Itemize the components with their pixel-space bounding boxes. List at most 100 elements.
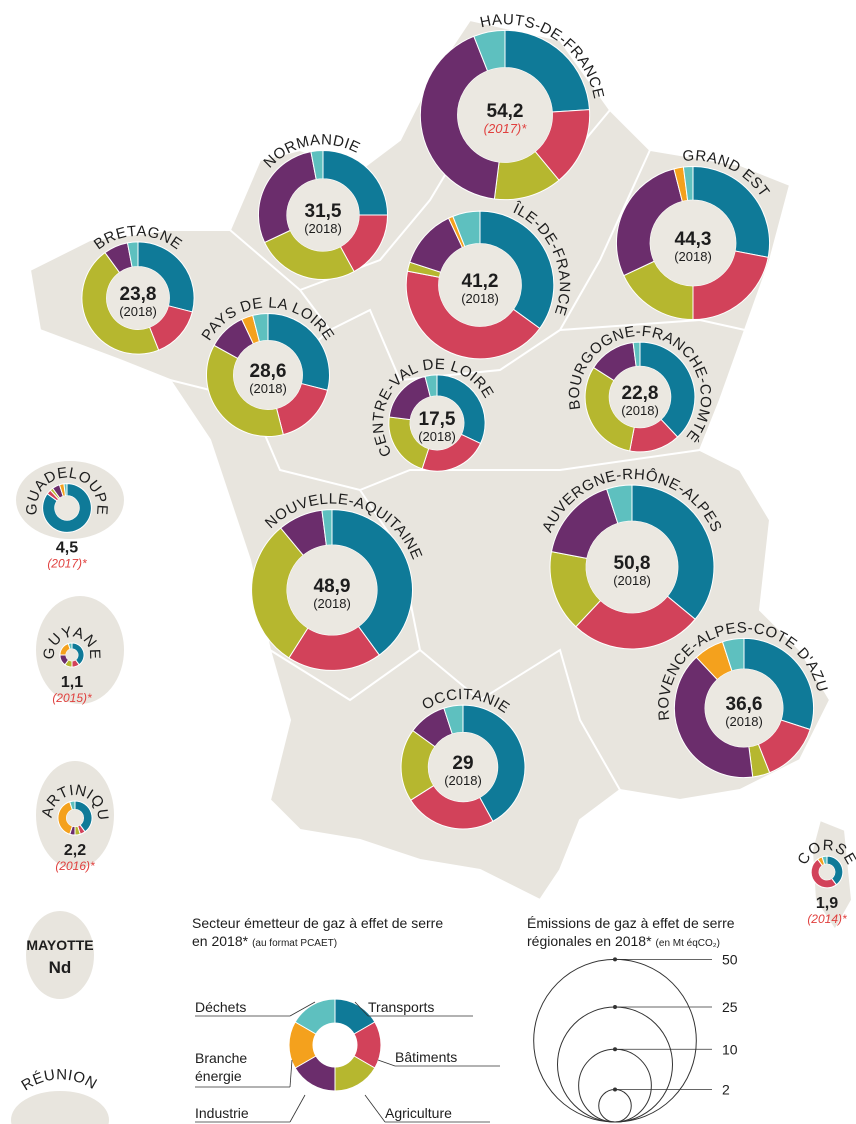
donut-hole (65, 648, 79, 662)
region-year: (2018) (313, 596, 351, 611)
size-label: 50 (722, 951, 738, 967)
legend-label: Industrie (195, 1105, 249, 1121)
leader-tip (364, 1094, 386, 1123)
donut-hole (705, 669, 783, 747)
region-value: 44,3 (675, 229, 712, 250)
legend-label: Transports (368, 999, 434, 1015)
leader-tip (354, 1001, 369, 1017)
leader-tip (377, 1059, 396, 1067)
region-value: 50,8 (614, 553, 651, 574)
legend-label: Branche énergie (195, 1050, 251, 1084)
region-value: 22,8 (622, 383, 659, 404)
region-year: (2018) (304, 221, 342, 236)
legend-title: Secteur émetteur de gaz à effet de serre (192, 915, 443, 931)
donut (615, 165, 771, 321)
region-year: (2017)* (47, 556, 87, 570)
donut-hole (650, 200, 736, 286)
region-value: 48,9 (314, 576, 351, 597)
donut-hole (819, 864, 835, 880)
region-year: (2018) (461, 291, 499, 306)
donut-hole (410, 396, 464, 450)
reunion-shape (9, 1089, 111, 1124)
region-value: 23,8 (120, 284, 157, 305)
legend-segment (294, 998, 336, 1035)
legend-label: Bâtiments (395, 1049, 457, 1065)
region-value: 36,6 (726, 694, 763, 715)
size-dot (613, 1005, 617, 1009)
leader-tip (289, 1059, 293, 1088)
legend-title: Émissions de gaz à effet de serre (527, 915, 735, 931)
donut-hole (106, 266, 170, 330)
size-dot (613, 1047, 617, 1052)
donut (549, 484, 715, 650)
donut (673, 637, 815, 779)
legend-note: (au format PCAET) (252, 938, 337, 949)
legend-title-2: en 2018* (au format PCAET) (192, 933, 337, 949)
region-year: (2015)* (52, 691, 92, 705)
donut-hole (586, 521, 678, 613)
size-circle (598, 1088, 632, 1123)
region-year: (2014)* (807, 912, 847, 926)
region-value: 54,2 (487, 101, 524, 122)
donut (251, 509, 413, 671)
donut (405, 210, 555, 360)
legend-label-line: Branche (195, 1050, 251, 1066)
legend-title-2-text: régionales en 2018* (527, 933, 652, 949)
region-value: 31,5 (305, 201, 342, 222)
mayotte-name: MAYOTTE (26, 937, 93, 953)
donut-hole (438, 243, 522, 327)
donut-hole (457, 67, 553, 163)
legend-label-line: énergie (195, 1068, 242, 1084)
region-value: 41,2 (462, 271, 499, 292)
mayotte-value: Nd (49, 958, 72, 977)
region-year: (2018) (444, 773, 482, 788)
region-year: (2018) (725, 714, 763, 729)
size-circle (557, 1006, 673, 1123)
region-year: (2018) (119, 304, 157, 319)
leader-tip (289, 1001, 316, 1017)
region-value: 1,9 (816, 895, 838, 912)
region-year: (2018) (613, 573, 651, 588)
donut (584, 341, 696, 453)
region-value: 28,6 (250, 361, 287, 382)
region-value: 29 (452, 753, 473, 774)
leader-tip (289, 1094, 306, 1123)
region-value: 17,5 (419, 409, 456, 430)
mayotte-shape (24, 909, 96, 1001)
donut-hole (609, 366, 671, 428)
donut-hole (66, 809, 84, 827)
region-year: (2016)* (55, 859, 95, 873)
donut (810, 855, 844, 889)
region-year: (2018) (674, 249, 712, 264)
donut-hole (428, 732, 498, 802)
donut-hole (286, 544, 378, 636)
region-value: 2,2 (64, 842, 86, 859)
region-year: (2018) (418, 429, 456, 444)
size-circle (533, 958, 697, 1123)
donut (42, 483, 92, 533)
legend-label: Agriculture (385, 1105, 452, 1121)
donut (81, 241, 195, 355)
donut (400, 704, 526, 830)
donut (57, 800, 93, 836)
size-circle (578, 1048, 652, 1123)
donut (59, 642, 85, 668)
size-label: 25 (722, 999, 738, 1015)
size-dot (613, 1087, 617, 1092)
legend-title-2-text: en 2018* (192, 933, 249, 949)
donut (388, 374, 486, 472)
legend-note: (en Mt éqCO₂) (656, 938, 720, 949)
region-value: 4,5 (56, 539, 78, 556)
region-year: (2018) (621, 403, 659, 418)
donut-hole (286, 178, 360, 252)
size-label: 10 (722, 1041, 738, 1057)
donut (419, 29, 591, 201)
legend-title-2: régionales en 2018* (en Mt éqCO₂) (527, 933, 720, 949)
region-year: (2018) (249, 381, 287, 396)
legend-label: Déchets (195, 999, 246, 1015)
donut-hole (233, 340, 303, 410)
donut (257, 149, 389, 281)
